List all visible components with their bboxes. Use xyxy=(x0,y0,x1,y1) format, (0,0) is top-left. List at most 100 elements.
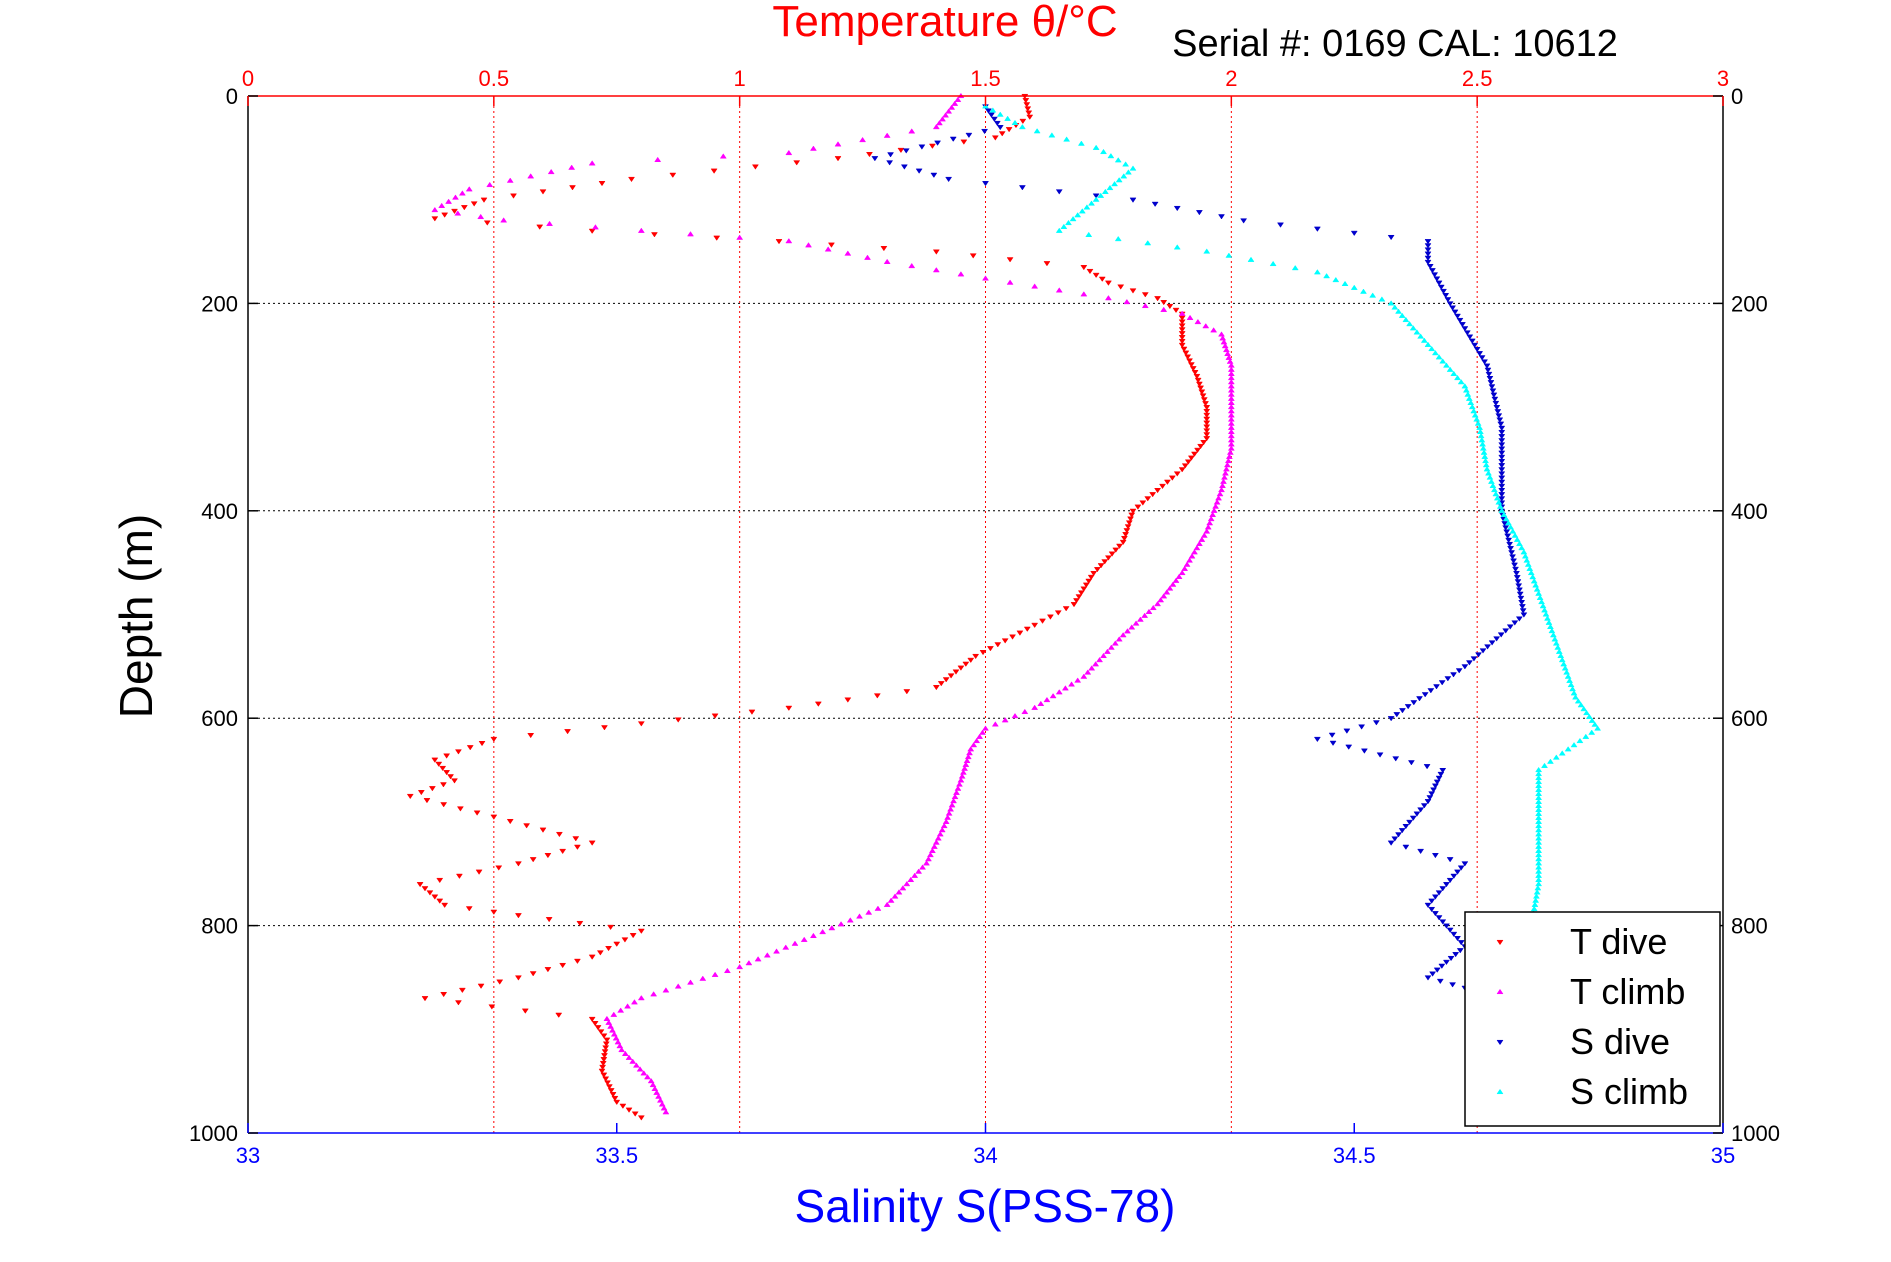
data-point xyxy=(1343,728,1351,734)
data-point xyxy=(1125,520,1133,526)
data-point xyxy=(598,1068,606,1074)
data-point xyxy=(1120,173,1128,179)
data-point xyxy=(1101,559,1109,565)
data-point xyxy=(1226,358,1234,364)
data-point xyxy=(1116,543,1123,549)
data-point xyxy=(1193,544,1201,551)
data-point xyxy=(1549,632,1557,638)
data-point xyxy=(1021,708,1029,715)
data-point xyxy=(1454,313,1461,319)
data-point xyxy=(618,1046,626,1053)
data-point xyxy=(962,661,970,667)
data-point xyxy=(1424,975,1432,981)
data-point xyxy=(1136,616,1144,622)
data-point xyxy=(486,181,494,188)
data-point xyxy=(864,254,871,260)
data-point xyxy=(1515,583,1523,589)
data-point xyxy=(1048,132,1056,138)
data-point xyxy=(1184,354,1192,360)
data-point xyxy=(819,928,827,935)
data-point xyxy=(1166,585,1174,591)
data-point xyxy=(1226,449,1234,455)
data-point xyxy=(610,1011,618,1017)
data-point xyxy=(465,906,473,912)
data-point xyxy=(435,761,443,767)
data-point xyxy=(1395,832,1402,838)
data-point xyxy=(1129,288,1137,294)
data-point xyxy=(897,147,905,154)
data-point xyxy=(1173,471,1181,477)
data-point xyxy=(751,164,759,170)
data-point xyxy=(605,1019,613,1025)
data-point xyxy=(500,217,508,223)
data-point xyxy=(1054,610,1062,616)
data-point xyxy=(1080,673,1088,679)
data-point xyxy=(1513,536,1521,542)
data-point xyxy=(655,1093,663,1099)
data-point xyxy=(1187,362,1195,368)
data-point xyxy=(597,1029,605,1035)
data-point xyxy=(902,148,910,154)
data-point xyxy=(1206,520,1214,526)
data-point xyxy=(1483,363,1491,369)
data-point xyxy=(588,1016,596,1023)
data-point xyxy=(1022,98,1030,104)
data-point xyxy=(588,840,596,846)
data-point xyxy=(1043,261,1051,267)
x-tick-label-salinity: 35 xyxy=(1711,1143,1735,1168)
data-point xyxy=(1092,272,1100,279)
data-point xyxy=(1055,227,1063,233)
data-point xyxy=(1178,310,1186,316)
y-tick-label-left: 800 xyxy=(201,914,238,939)
data-point xyxy=(1439,358,1447,364)
data-point xyxy=(952,669,960,675)
data-point xyxy=(527,173,535,179)
data-point xyxy=(979,729,987,735)
data-point xyxy=(1456,948,1464,954)
data-point xyxy=(1569,686,1577,692)
data-point xyxy=(483,220,491,226)
data-point xyxy=(1463,330,1471,336)
data-point xyxy=(1055,689,1063,695)
data-point xyxy=(1114,157,1122,163)
data-point xyxy=(1181,463,1189,469)
data-point xyxy=(1471,412,1479,418)
data-point xyxy=(1410,700,1418,706)
data-point xyxy=(1530,905,1538,912)
data-point xyxy=(599,1060,607,1067)
grid-lines xyxy=(248,96,1723,1133)
data-point xyxy=(545,917,553,923)
data-point xyxy=(588,228,596,234)
data-point xyxy=(637,227,645,233)
data-point xyxy=(1440,288,1447,295)
data-point xyxy=(973,737,981,744)
data-point xyxy=(1277,222,1284,228)
data-point xyxy=(636,1066,644,1072)
data-point xyxy=(1457,379,1465,385)
data-point xyxy=(1218,331,1225,337)
data-point xyxy=(981,128,989,135)
data-point xyxy=(1100,652,1107,659)
data-point xyxy=(1503,529,1511,535)
data-point xyxy=(456,806,464,812)
data-point xyxy=(1151,201,1159,207)
data-point xyxy=(1202,323,1210,329)
data-point xyxy=(1023,626,1031,632)
data-point xyxy=(1144,496,1152,502)
chart-subtitle: Serial #: 0169 CAL: 10612 xyxy=(1172,23,1618,65)
data-point xyxy=(1498,463,1506,469)
data-point xyxy=(1574,698,1582,704)
data-point xyxy=(591,224,599,230)
data-point xyxy=(1407,760,1415,766)
data-point xyxy=(1420,803,1428,809)
data-point xyxy=(644,1074,651,1080)
data-point xyxy=(651,1085,659,1091)
data-point xyxy=(1483,466,1491,472)
data-point xyxy=(934,835,942,841)
data-point xyxy=(736,234,744,240)
data-point xyxy=(871,156,879,162)
data-point xyxy=(1555,648,1563,654)
data-point xyxy=(1100,148,1107,155)
